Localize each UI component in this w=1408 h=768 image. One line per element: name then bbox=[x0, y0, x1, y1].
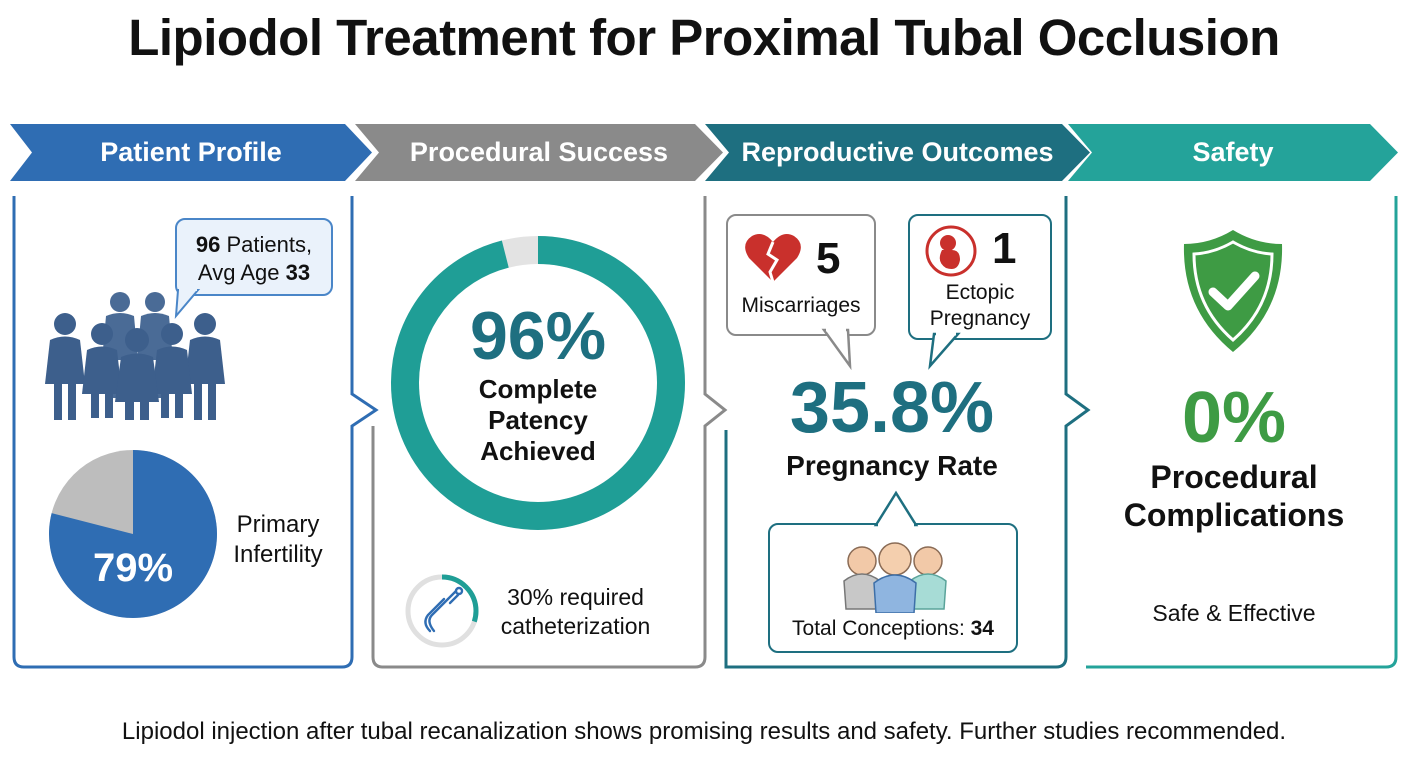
catheter-text: 30% required catheterization bbox=[488, 583, 663, 641]
patency-label-line: Complete bbox=[478, 374, 598, 404]
patients-bubble: 96 Patients, Avg Age 33 bbox=[175, 218, 333, 296]
bubble-tail bbox=[174, 288, 201, 320]
complications-label-line: Procedural bbox=[1150, 459, 1318, 495]
babies-icon bbox=[843, 542, 947, 613]
stage-label: Safety bbox=[1192, 137, 1274, 167]
broken-heart-icon bbox=[745, 234, 801, 283]
patency-percent: 96% bbox=[469, 298, 607, 374]
primary-infertility-percent: 79% bbox=[93, 546, 173, 590]
complications-label: Procedural Complications bbox=[1090, 458, 1378, 534]
bubble-tail bbox=[873, 490, 919, 527]
patient-count-text: Patients, bbox=[220, 232, 313, 257]
complications-percent: 0% bbox=[1181, 378, 1287, 458]
arrow-shape bbox=[355, 124, 723, 181]
shield-check-icon bbox=[1183, 230, 1283, 352]
catheter-icon bbox=[424, 586, 464, 633]
patency-arc bbox=[391, 236, 685, 530]
stage-header-patient-profile: Patient Profile bbox=[10, 124, 372, 181]
ectopic-label: Ectopic Pregnancy bbox=[910, 280, 1050, 332]
primary-infertility-label: Primary Infertility bbox=[233, 511, 323, 568]
patency-ring bbox=[391, 236, 685, 530]
conceptions-value: 34 bbox=[970, 617, 994, 640]
bubble-tail bbox=[821, 328, 852, 370]
page-title: Lipiodol Treatment for Proximal Tubal Oc… bbox=[128, 9, 1280, 66]
patency-label-line: Patency bbox=[488, 405, 588, 435]
footer-summary: Lipiodol injection after tubal recanaliz… bbox=[121, 718, 1287, 745]
conceptions-text: Total Conceptions: 34 bbox=[770, 617, 1016, 641]
conceptions-bubble: Total Conceptions: 34 bbox=[768, 523, 1018, 653]
miscarriages-count: 5 bbox=[816, 234, 841, 283]
miscarriages-label: Miscarriages bbox=[741, 294, 861, 317]
catheter-arc bbox=[405, 574, 479, 648]
ectopic-label-line: Pregnancy bbox=[929, 307, 1031, 330]
catheter-ring bbox=[405, 574, 479, 648]
stage-label: Procedural Success bbox=[409, 137, 669, 167]
patency-label-line: Achieved bbox=[480, 436, 596, 466]
stage-header-procedural-success: Procedural Success bbox=[355, 124, 723, 181]
miscarriages-bubble: 5 Miscarriages bbox=[726, 214, 876, 336]
patient-count: 96 bbox=[195, 232, 221, 257]
stage-header-reproductive-outcomes: Reproductive Outcomes bbox=[705, 124, 1090, 181]
patency-label: Complete Patency Achieved bbox=[418, 374, 658, 467]
pie-slice-primary bbox=[49, 450, 218, 618]
bubble-tail bbox=[928, 332, 961, 370]
pregnancy-rate: 35.8% bbox=[789, 368, 995, 448]
catheter-line: 30% required bbox=[507, 584, 644, 610]
patient-age-text: Avg Age bbox=[197, 260, 286, 285]
arrow-shape bbox=[10, 124, 372, 181]
ectopic-label-line: Ectopic bbox=[945, 281, 1015, 304]
arrow-shape bbox=[705, 124, 1090, 181]
complications-label-line: Complications bbox=[1123, 497, 1345, 533]
pregnancy-rate-label: Pregnancy Rate bbox=[786, 450, 998, 481]
conceptions-label: Total Conceptions: bbox=[792, 617, 971, 640]
stage-header-safety: Safety bbox=[1068, 124, 1398, 181]
stage-label: Patient Profile bbox=[100, 137, 282, 167]
people-group-icon bbox=[45, 292, 225, 420]
fetus-icon bbox=[925, 225, 977, 277]
stage-label: Reproductive Outcomes bbox=[741, 137, 1054, 167]
patient-age: 33 bbox=[285, 260, 311, 285]
ectopic-count: 1 bbox=[992, 224, 1017, 273]
arrow-shape bbox=[1068, 124, 1398, 181]
catheter-line: catheterization bbox=[500, 613, 651, 639]
ectopic-bubble: 1 Ectopic Pregnancy bbox=[908, 214, 1052, 340]
safety-tagline: Safe & Effective bbox=[1152, 600, 1316, 626]
primary-infertility-pie: 79% bbox=[49, 450, 218, 618]
